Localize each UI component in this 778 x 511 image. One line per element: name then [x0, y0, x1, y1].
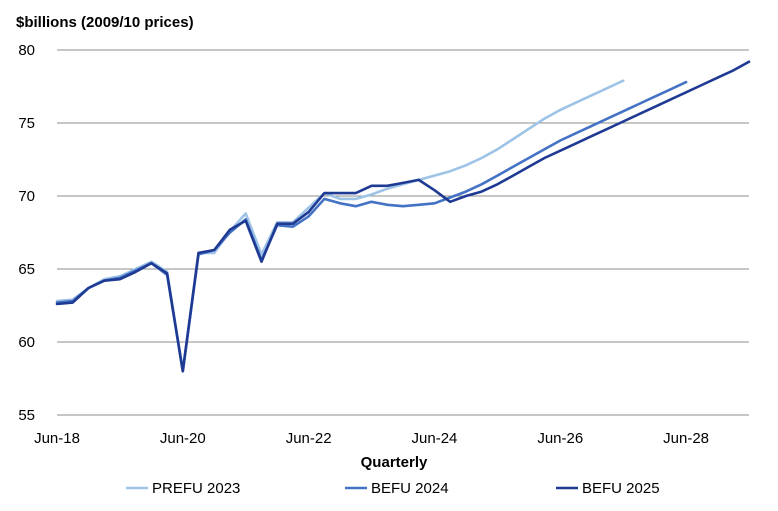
x-tick-label: Jun-28	[663, 430, 709, 447]
legend-label: BEFU 2024	[371, 480, 449, 497]
y-tick-label: 80	[18, 42, 35, 59]
x-tick-label: Jun-24	[412, 430, 458, 447]
x-tick-label: Jun-18	[34, 430, 80, 447]
x-tick-label: Jun-26	[537, 430, 583, 447]
legend-item: PREFU 2023	[126, 480, 240, 497]
gridlines	[57, 49, 749, 416]
series-line-3	[55, 60, 751, 373]
x-tick-label: Jun-22	[286, 430, 332, 447]
x-tick-labels: Jun-18 Jun-20 Jun-22 Jun-24 Jun-26 Jun-28	[34, 430, 709, 447]
y-tick-labels: 55 60 65 70 75 80	[18, 42, 35, 424]
y-tick-label: 75	[18, 115, 35, 132]
y-tick-label: 70	[18, 188, 35, 205]
series-line-1	[55, 79, 625, 373]
y-tick-label: 65	[18, 261, 35, 278]
x-axis-title: Quarterly	[361, 454, 428, 471]
legend-item: BEFU 2025	[556, 480, 660, 497]
y-tick-label: 60	[18, 334, 35, 351]
x-tick-label: Jun-20	[160, 430, 206, 447]
legend-label: BEFU 2025	[582, 480, 660, 497]
series-line-2	[55, 80, 688, 373]
y-tick-label: 55	[18, 407, 35, 424]
series-lines	[55, 60, 751, 373]
legend-item: BEFU 2024	[345, 480, 449, 497]
legend: PREFU 2023 BEFU 2024 BEFU 2025	[126, 480, 660, 497]
y-axis-title: $billions (2009/10 prices)	[16, 14, 194, 31]
legend-label: PREFU 2023	[152, 480, 240, 497]
